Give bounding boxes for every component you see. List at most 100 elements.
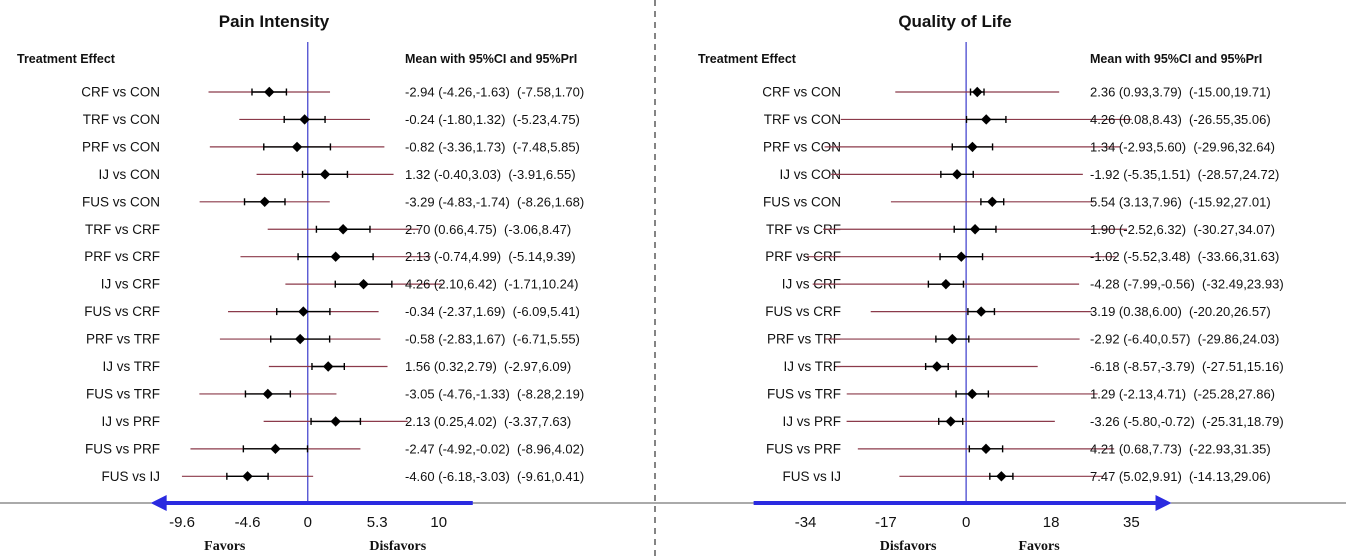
estimate-value-text: 7.47 (5.02,9.91) (-14.13,29.06) bbox=[1090, 469, 1271, 484]
comparison-label: PRF vs CRF bbox=[84, 249, 160, 264]
estimate-value-text: 1.90 (-2.52,6.32) (-30.27,34.07) bbox=[1090, 222, 1275, 237]
estimate-value-text: 2.70 (0.66,4.75) (-3.06,8.47) bbox=[405, 222, 571, 237]
comparison-label: IJ vs CON bbox=[98, 167, 160, 182]
column-header-estimate: Mean with 95%CI and 95%PrI bbox=[1090, 52, 1262, 66]
estimate-value-text: -0.58 (-2.83,1.67) (-6.71,5.55) bbox=[405, 332, 580, 347]
point-estimate-marker bbox=[262, 388, 274, 400]
point-estimate-marker bbox=[323, 361, 334, 372]
point-estimate-marker bbox=[956, 251, 967, 262]
direction-label-right: Favors bbox=[1019, 539, 1061, 554]
comparison-label: FUS vs CON bbox=[82, 194, 160, 209]
direction-label-left: Favors bbox=[204, 539, 246, 554]
point-estimate-marker bbox=[967, 141, 978, 153]
estimate-value-text: -2.92 (-6.40,0.57) (-29.86,24.03) bbox=[1090, 332, 1279, 347]
comparison-label: IJ vs CRF bbox=[101, 277, 160, 292]
forest-row: TRF vs CRF 1.90 (-2.52,6.32) (-30.27,34.0… bbox=[766, 222, 1275, 237]
point-estimate-marker bbox=[996, 471, 1007, 482]
comparison-label: FUS vs CRF bbox=[84, 304, 160, 319]
comparison-label: IJ vs PRF bbox=[101, 414, 160, 429]
estimate-value-text: 2.13 (-0.74,4.99) (-5.14,9.39) bbox=[405, 249, 576, 264]
estimate-value-text: -4.60 (-6.18,-3.03) (-9.61,0.41) bbox=[405, 469, 584, 484]
comparison-label: PRF vs CON bbox=[763, 139, 841, 154]
forest-row: CRF vs CON -2.94 (-4.26,-1.63) (-7.58,1.7… bbox=[81, 85, 584, 100]
forest-row: FUS vs TRF 1.29 (-2.13,4.71) (-25.28,27.8… bbox=[767, 386, 1275, 401]
column-header-treatment: Treatment Effect bbox=[698, 52, 797, 66]
comparison-label: TRF vs CRF bbox=[766, 222, 841, 237]
x-tick-label: 35 bbox=[1123, 514, 1140, 531]
column-header-treatment: Treatment Effect bbox=[17, 52, 116, 66]
estimate-value-text: -3.05 (-4.76,-1.33) (-8.28,2.19) bbox=[405, 386, 584, 401]
comparison-label: PRF vs CRF bbox=[765, 249, 841, 264]
forest-row: FUS vs CRF 3.19 (0.38,6.00) (-20.20,26.57… bbox=[765, 304, 1270, 319]
estimate-value-text: 4.26 (0.08,8.43) (-26.55,35.06) bbox=[1090, 112, 1271, 127]
estimate-value-text: -0.82 (-3.36,1.73) (-7.48,5.85) bbox=[405, 139, 580, 154]
point-estimate-marker bbox=[330, 416, 341, 427]
chart-title: Pain Intensity bbox=[219, 12, 330, 31]
x-tick-label: -34 bbox=[795, 514, 817, 531]
estimate-value-text: 5.54 (3.13,7.96) (-15.92,27.01) bbox=[1090, 194, 1271, 209]
forest-row: PRF vs TRF -2.92 (-6.40,0.57) (-29.86,24.… bbox=[767, 332, 1279, 347]
forest-row: IJ vs TRF -6.18 (-8.57,-3.79) (-27.51,15.… bbox=[783, 359, 1283, 374]
comparison-label: CRF vs CON bbox=[81, 85, 160, 100]
direction-arrow-head bbox=[150, 495, 167, 511]
forest-row: PRF vs CON -0.82 (-3.36,1.73) (-7.48,5.85… bbox=[82, 139, 580, 154]
estimate-value-text: -2.94 (-4.26,-1.63) (-7.58,1.70) bbox=[405, 85, 584, 100]
estimate-value-text: 2.13 (0.25,4.02) (-3.37,7.63) bbox=[405, 414, 571, 429]
point-estimate-marker bbox=[951, 169, 963, 180]
forest-row: TRF vs CRF 2.70 (0.66,4.75) (-3.06,8.47) bbox=[85, 222, 571, 237]
x-tick-label: 18 bbox=[1043, 514, 1060, 531]
comparison-label: FUS vs PRF bbox=[85, 441, 160, 456]
direction-label-left: Disfavors bbox=[880, 539, 937, 554]
estimate-value-text: -1.02 (-5.52,3.48) (-33.66,31.63) bbox=[1090, 249, 1279, 264]
point-estimate-marker bbox=[972, 86, 983, 98]
comparison-label: IJ vs PRF bbox=[782, 414, 841, 429]
forest-row: PRF vs CRF 2.13 (-0.74,4.99) (-5.14,9.39) bbox=[84, 249, 575, 264]
estimate-value-text: -3.29 (-4.83,-1.74) (-8.26,1.68) bbox=[405, 194, 584, 209]
pain-intensity-panel: Pain Intensity Treatment Effect Mean with … bbox=[17, 12, 584, 554]
x-tick-label: -4.6 bbox=[235, 514, 261, 531]
point-estimate-marker bbox=[969, 224, 981, 235]
x-tick-label: 5.3 bbox=[367, 514, 388, 531]
comparison-label: FUS vs CRF bbox=[765, 304, 841, 319]
point-estimate-marker bbox=[981, 114, 992, 125]
comparison-label: FUS vs IJ bbox=[101, 469, 160, 484]
point-estimate-marker bbox=[259, 196, 270, 207]
point-estimate-marker bbox=[330, 251, 341, 262]
comparison-label: FUS vs TRF bbox=[767, 386, 841, 401]
comparison-label: TRF vs CON bbox=[764, 112, 841, 127]
comparison-label: FUS vs IJ bbox=[782, 469, 841, 484]
estimate-value-text: -0.34 (-2.37,1.69) (-6.09,5.41) bbox=[405, 304, 580, 319]
forest-row: IJ vs CRF -4.28 (-7.99,-0.56) (-32.49,23.… bbox=[782, 277, 1284, 292]
x-tick-label: 0 bbox=[962, 514, 970, 531]
point-estimate-marker bbox=[270, 443, 281, 455]
forest-row: TRF vs CON -0.24 (-1.80,1.32) (-5.23,4.75… bbox=[83, 112, 580, 127]
comparison-label: IJ vs TRF bbox=[102, 359, 160, 374]
point-estimate-marker bbox=[987, 196, 998, 207]
point-estimate-marker bbox=[975, 306, 987, 317]
comparison-label: FUS vs PRF bbox=[766, 441, 841, 456]
point-estimate-marker bbox=[967, 388, 978, 400]
estimate-value-text: 4.21 (0.68,7.73) (-22.93,31.35) bbox=[1090, 441, 1271, 456]
point-estimate-marker bbox=[298, 306, 309, 317]
forest-row: IJ vs CRF 4.26 (2.10,6.42) (-1.71,10.24) bbox=[101, 277, 579, 292]
estimate-value-text: 4.26 (2.10,6.42) (-1.71,10.24) bbox=[405, 277, 578, 292]
forest-row: IJ vs TRF 1.56 (0.32,2.79) (-2.97,6.09) bbox=[102, 359, 571, 374]
forest-row: FUS vs IJ -4.60 (-6.18,-3.03) (-9.61,0.41… bbox=[101, 469, 584, 484]
comparison-label: FUS vs TRF bbox=[86, 386, 160, 401]
forest-row: FUS vs TRF -3.05 (-4.76,-1.33) (-8.28,2.1… bbox=[86, 386, 584, 401]
comparison-label: TRF vs CON bbox=[83, 112, 160, 127]
quality-of-life-panel: Quality of Life Treatment Effect Mean with… bbox=[698, 12, 1284, 554]
column-header-estimate: Mean with 95%CI and 95%PrI bbox=[405, 52, 577, 66]
forest-row: PRF vs TRF -0.58 (-2.83,1.67) (-6.71,5.55… bbox=[86, 332, 580, 347]
point-estimate-marker bbox=[940, 278, 952, 290]
comparison-label: CRF vs CON bbox=[762, 85, 841, 100]
point-estimate-marker bbox=[291, 141, 303, 153]
estimate-value-text: 1.34 (-2.93,5.60) (-29.96,32.64) bbox=[1090, 139, 1275, 154]
point-estimate-marker bbox=[264, 86, 275, 98]
comparison-label: IJ vs CON bbox=[779, 167, 841, 182]
estimate-value-text: 3.19 (0.38,6.00) (-20.20,26.57) bbox=[1090, 304, 1271, 319]
forest-row: PRF vs CON 1.34 (-2.93,5.60) (-29.96,32.6… bbox=[763, 139, 1275, 154]
comparison-label: TRF vs CRF bbox=[85, 222, 160, 237]
forest-row: FUS vs CRF -0.34 (-2.37,1.69) (-6.09,5.41… bbox=[84, 304, 580, 319]
estimate-value-text: -6.18 (-8.57,-3.79) (-27.51,15.16) bbox=[1090, 359, 1284, 374]
